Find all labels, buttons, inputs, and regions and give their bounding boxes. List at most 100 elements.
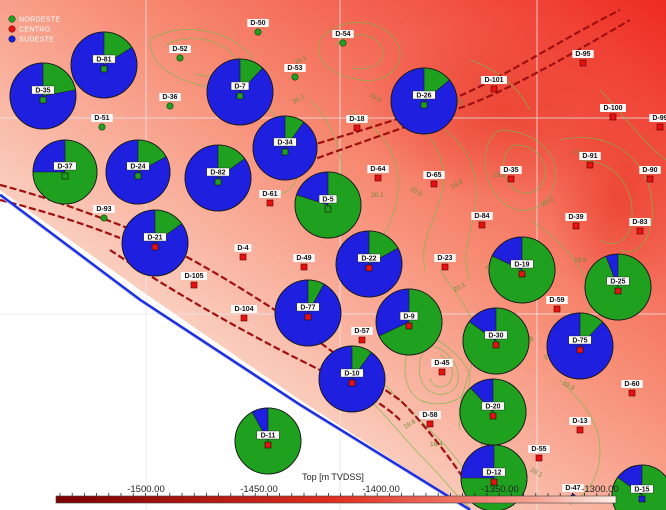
well-d-53[interactable]: D-53 [284,64,306,81]
pie-chart-d-15[interactable]: D-15 [611,464,666,510]
pie-well-marker [489,412,497,420]
pie-chart-d-37[interactable]: D-37 [32,139,98,205]
well-d-93[interactable]: D-93 [93,205,115,222]
well-d-61[interactable]: D-61 [259,190,281,207]
pie-chart-d-19[interactable]: D-19 [488,236,556,304]
well-markers: D-50 D-54 D-52 D-53 D-95 D-101 D-36 D-51 D-18 D-1… [91,19,666,501]
pie-well-marker [492,341,500,349]
well-marker [490,85,498,93]
pie-chart-d-75[interactable]: D-75 [546,312,614,380]
pie-well-marker [264,441,272,449]
pie-chart-d-82[interactable]: D-82 [184,144,252,212]
pie-chart-d-26[interactable]: D-26 [390,67,458,135]
well-d-59[interactable]: D-59 [546,296,568,313]
well-d-35[interactable]: D-35 [500,166,522,183]
well-label-box [259,190,281,198]
well-label: D-35 [503,167,518,174]
legend-label: NORDESTE [19,17,60,24]
pie-chart-d-25[interactable]: D-25 [584,253,652,321]
well-label: D-57 [354,328,369,335]
pie-chart-d-20[interactable]: D-20 [459,378,527,446]
well-d-90[interactable]: D-90 [639,166,661,183]
well-d-60[interactable]: D-60 [621,380,643,397]
well-d-4[interactable]: D-4 [234,244,252,261]
pie-outline [70,31,138,99]
well-d-65[interactable]: D-65 [423,171,445,188]
pie-chart-d-81[interactable]: D-81 [70,31,138,99]
pie-well-marker [518,270,526,278]
well-marker [176,54,184,62]
well-d-23[interactable]: D-23 [434,254,456,271]
well-label-box [346,115,368,123]
well-marker [586,161,594,169]
well-d-18[interactable]: D-18 [346,115,368,132]
pie-chart-d-11[interactable]: D-11 [234,407,302,475]
well-d-58[interactable]: D-58 [419,411,441,428]
well-d-36[interactable]: D-36 [159,93,181,110]
well-d-54[interactable]: D-54 [332,30,354,47]
pie-label: D-30 [488,332,503,339]
well-d-39[interactable]: D-39 [565,213,587,230]
well-d-51[interactable]: D-51 [91,114,113,131]
pie-well-marker [304,313,312,321]
well-label: D-47 [565,485,580,492]
well-d-104[interactable]: D-104 [231,305,257,322]
well-d-83[interactable]: D-83 [629,218,651,235]
pie-label-box [53,161,77,171]
well-label: D-60 [624,381,639,388]
pie-label-box [481,401,505,411]
pie-outline [584,253,652,321]
well-d-52[interactable]: D-52 [169,45,191,62]
well-d-84[interactable]: D-84 [471,212,493,229]
well-label-box [471,212,493,220]
well-d-99[interactable]: D-99 [649,114,666,131]
pie-label: D-25 [610,278,625,285]
well-marker [576,426,584,434]
well-label-box [546,296,568,304]
scale-tick-label: -1400.00 [362,484,400,495]
pie-chart-d-12[interactable]: D-12 [460,444,528,510]
well-d-105[interactable]: D-105 [181,272,207,289]
well-label-box [367,165,389,173]
pie-label-box [606,276,630,286]
pie-chart-d-34[interactable]: D-34 [252,115,318,181]
pie-chart-d-35[interactable]: D-35 [9,62,77,130]
pie-chart-d-22[interactable]: D-22 [335,230,403,298]
pie-chart-d-30[interactable]: D-30 [462,307,530,375]
well-d-101[interactable]: D-101 [481,76,507,93]
pie-chart-d-77[interactable]: D-77 [274,279,342,347]
well-label-box [423,171,445,179]
pie-chart-d-10[interactable]: D-10 [318,345,386,413]
well-d-49[interactable]: D-49 [293,254,315,271]
well-marker [166,102,174,110]
pie-label: D-20 [485,403,500,410]
pie-label-box [256,430,280,440]
pie-chart-d-9[interactable]: D-9 [375,288,443,356]
field-boundary-rim [0,196,469,510]
pie-label-box [206,167,230,177]
well-d-57[interactable]: D-57 [351,327,373,344]
well-label-box [500,166,522,174]
contour-label: 20.1 [371,192,384,199]
pie-outline [460,444,528,510]
pie-chart-d-5[interactable]: D-5 [294,171,362,239]
well-label-box [434,254,456,262]
well-d-100[interactable]: D-100 [600,104,626,121]
well-d-13[interactable]: D-13 [569,417,591,434]
pie-chart-d-21[interactable]: D-21 [121,209,189,277]
well-d-95[interactable]: D-95 [572,50,594,67]
pie-label-box [273,137,297,147]
well-d-45[interactable]: D-45 [431,359,453,376]
well-d-64[interactable]: D-64 [367,165,389,182]
scale-tick-label: -1450.00 [240,484,278,495]
pie-chart-d-24[interactable]: D-24 [105,139,171,205]
well-d-50[interactable]: D-50 [247,19,269,36]
pie-chart-d-7[interactable]: D-7 [206,58,274,126]
well-label: D-61 [262,191,277,198]
well-d-91[interactable]: D-91 [579,152,601,169]
well-d-55[interactable]: D-55 [528,445,550,462]
scale-tick-label: -1300.00 [581,484,619,495]
well-label-box [562,484,584,492]
